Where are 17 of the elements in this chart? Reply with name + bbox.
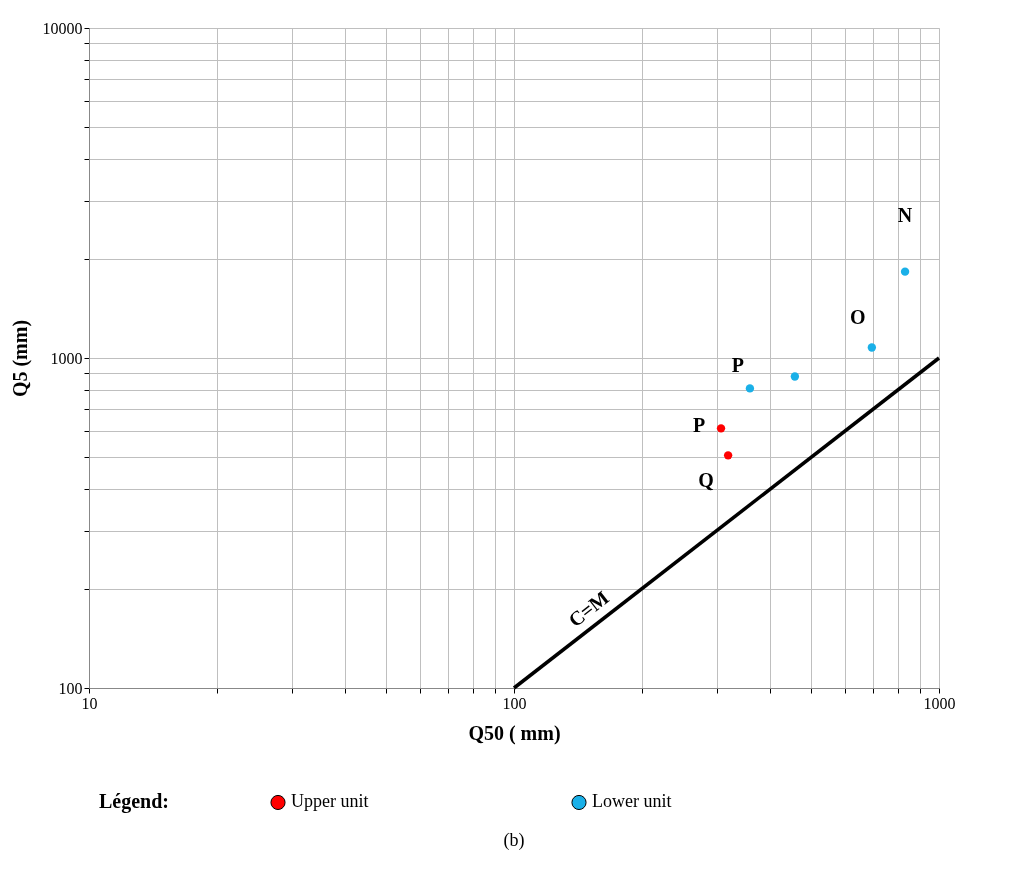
y-tick-label: 100 xyxy=(58,679,83,697)
legend-label: Upper unit xyxy=(291,791,369,812)
annotation: N xyxy=(897,203,913,226)
y-axis-title: Q5 (mm) xyxy=(8,319,32,398)
annotation: P xyxy=(731,354,745,377)
x-tick-label: 10 xyxy=(81,694,98,712)
annotation: Q xyxy=(698,469,714,492)
legend-label: Lower unit xyxy=(592,791,672,812)
legend-title: Légend: xyxy=(99,790,169,813)
annotation: P xyxy=(692,414,706,437)
x-tick-label: 1000 xyxy=(923,694,956,712)
y-tick-label: 1000 xyxy=(50,349,83,367)
y-tick-label: 10000 xyxy=(42,19,83,37)
text: (b) xyxy=(503,830,525,851)
x-tick-label: 100 xyxy=(502,694,527,712)
x-axis-title: Q50 ( mm) xyxy=(468,721,561,745)
annotation: O xyxy=(850,305,866,328)
